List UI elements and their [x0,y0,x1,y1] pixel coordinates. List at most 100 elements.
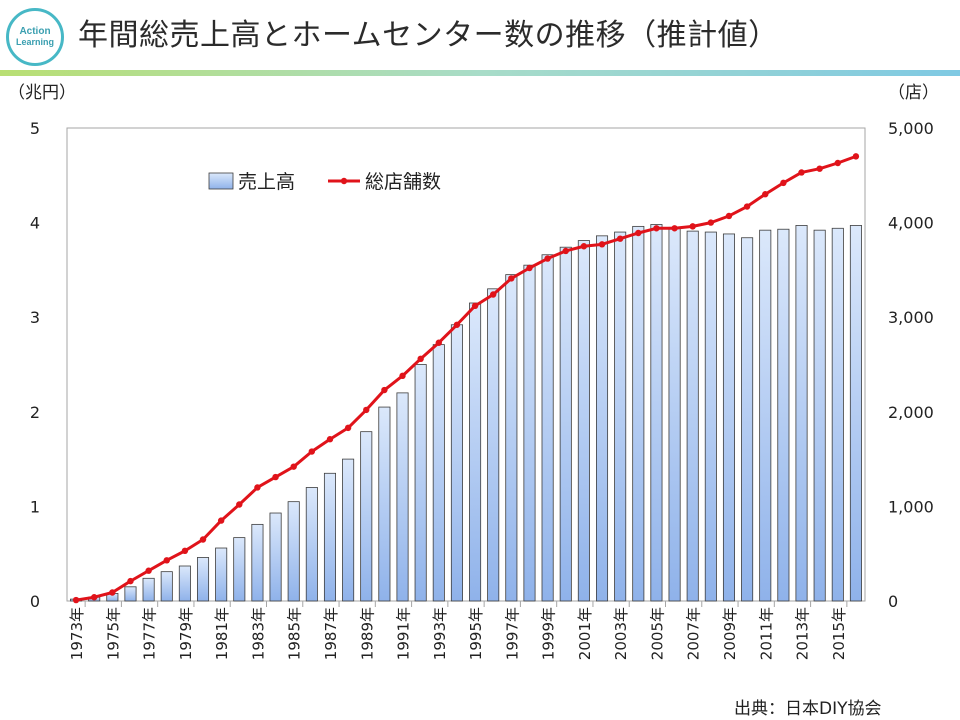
x-tick-label: 2005年 [648,607,666,660]
y-left-tick-label: 1 [30,497,40,516]
store-count-point [199,536,207,543]
store-count-point [91,594,98,601]
x-tick-label: 1999年 [540,607,558,660]
legend-sales-swatch [208,172,234,190]
sales-bar [450,324,463,602]
store-count-point [834,159,841,167]
sales-bar [795,225,808,602]
y-right-tick-label: 0 [888,592,898,611]
sales-bar [432,344,445,602]
store-count-point [145,567,152,574]
sales-bar [559,246,572,602]
legend-stores-marker [340,177,348,185]
y-left-tick-label: 2 [30,403,40,422]
sales-bar [233,537,246,602]
sales-bar [160,571,173,602]
sales-bar [777,228,790,602]
sales-bar [523,264,536,602]
x-tick-label: 1987年 [322,607,340,660]
store-count-point [743,203,751,210]
store-count-point [217,517,225,524]
sales-bar [305,487,318,602]
store-count-point [326,436,334,443]
sales-bar [813,229,826,602]
x-tick-label: 1981年 [213,607,231,660]
store-count-point [290,463,297,470]
sales-bar [505,274,518,602]
store-count-point [798,169,805,176]
x-tick-label: 2013年 [794,607,812,660]
sales-bar [632,225,645,602]
sales-bar [849,225,862,602]
sales-bar [650,224,663,602]
store-count-point [163,557,170,564]
x-tick-label: 1975年 [104,607,122,660]
x-tick-label: 2015年 [830,607,848,660]
y-right-tick-label: 1,000 [888,497,934,516]
store-count-point [109,589,116,596]
sales-bar [541,254,554,602]
y-right-tick-label: 5,000 [888,119,934,138]
x-tick-label: 2007年 [685,607,703,660]
logo-text-action: Action [19,26,51,38]
y-left-tick-label: 5 [30,119,40,138]
sales-bar [759,229,772,602]
store-count-point [725,212,733,220]
sales-bar [124,586,137,602]
action-learning-logo: Action Learning [6,8,64,66]
store-count-point [417,355,424,363]
right-axis-unit-label: （店） [888,83,939,103]
x-tick-label: 1989年 [358,607,376,660]
source-credit: 出典：日本DIY協会 [734,699,882,719]
store-count-point [435,339,442,346]
x-tick-label: 1979年 [177,607,195,660]
store-count-point [852,153,860,160]
store-count-point [490,291,497,298]
sales-bar [142,577,155,602]
sales-bar [741,237,754,602]
sales-bar [396,392,409,602]
sales-bar [287,501,300,602]
sales-bar [487,288,500,602]
y-left-tick-label: 4 [30,214,40,233]
x-tick-label: 2009年 [721,607,739,660]
store-count-point [471,302,479,310]
logo-text-learning: Learning [15,36,54,47]
store-count-point [272,473,279,481]
x-tick-label: 1973年 [68,607,86,660]
y-right-tick-label: 4,000 [888,214,934,233]
store-count-point [236,501,243,508]
store-count-line [75,154,857,602]
sales-bar [596,235,609,602]
sales-bar [360,431,373,602]
x-tick-label: 1983年 [249,607,267,660]
slide-title: 年間総売上高とホームセンター数の推移（推計値） [78,18,779,53]
store-count-point [580,243,588,250]
store-count-point [127,577,134,585]
store-count-point [671,225,678,232]
store-count-point [816,165,823,172]
sales-bar [196,557,210,602]
store-count-point [562,247,569,255]
store-count-point [616,235,624,242]
plot-area-frame [66,127,866,602]
sales-bar [178,565,191,602]
x-tick-label: 1991年 [395,607,413,660]
sales-bar [722,233,735,602]
title-underline [0,70,960,76]
store-count-point [308,448,316,455]
store-count-point [544,255,551,262]
y-left-tick-label: 3 [30,308,40,327]
store-count-point [762,191,769,198]
store-count-point [635,229,642,237]
store-count-point [72,596,80,604]
sales-bar [668,226,681,602]
sales-bar [269,512,282,602]
y-left-tick-label: 0 [30,592,40,611]
sales-bar [469,302,482,602]
x-tick-label: 1997年 [503,607,521,660]
left-axis-unit-label: （兆円） [8,83,76,103]
x-tick-label: 1977年 [141,607,159,660]
sales-bar [414,364,427,602]
